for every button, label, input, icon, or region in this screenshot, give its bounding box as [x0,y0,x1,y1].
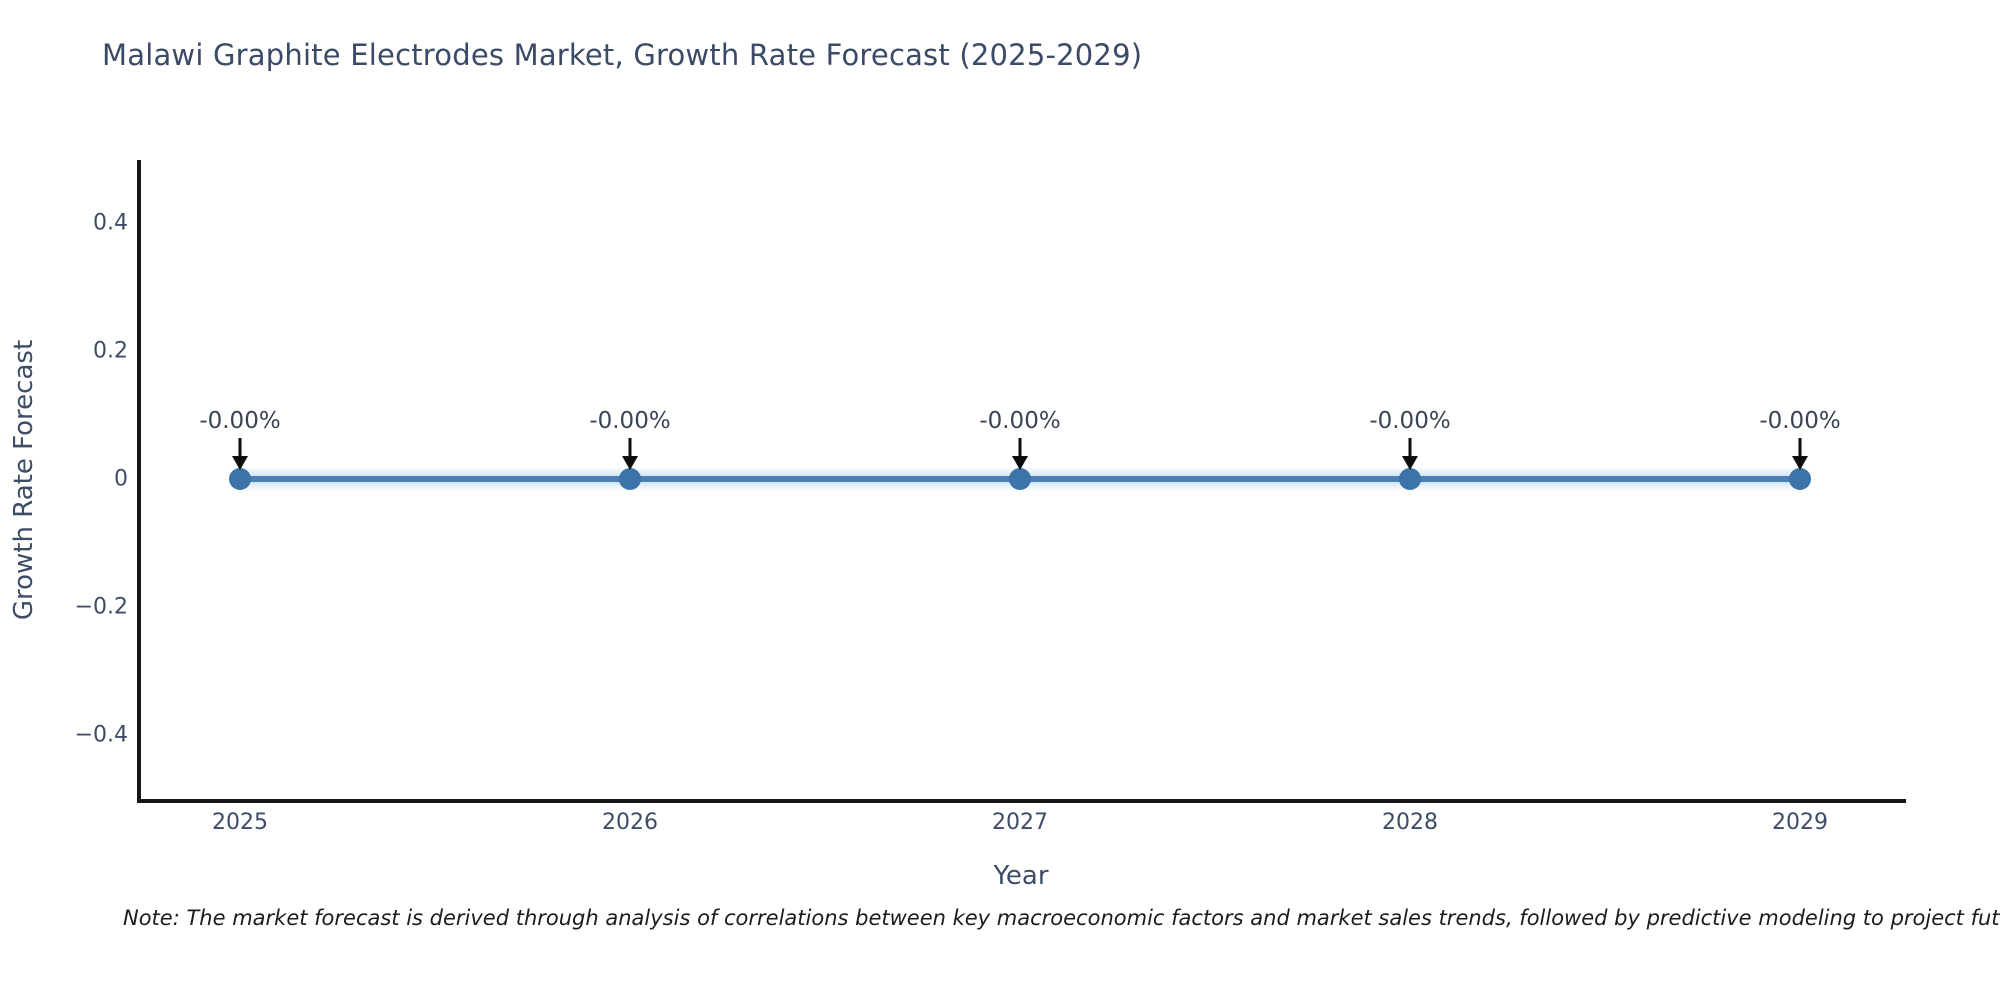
annotation-label: -0.00% [979,408,1061,434]
x-axis-line [137,799,1906,803]
footnote: Note: The market forecast is derived thr… [123,906,2000,930]
x-tick-label: 2027 [992,810,1048,835]
x-tick-label: 2029 [1772,810,1828,835]
annotation-arrow [1798,438,1802,460]
annotation-arrowhead-icon [1792,456,1808,470]
x-tick-label: 2028 [1382,810,1438,835]
data-point-marker [619,468,641,490]
y-axis-line [137,160,141,803]
annotation-arrowhead-icon [232,456,248,470]
annotation-label: -0.00% [1759,408,1841,434]
y-tick-label: −0.2 [74,594,128,620]
data-point-marker [1789,468,1811,490]
annotation-arrow [1408,438,1412,460]
y-tick-label: −0.4 [74,722,128,748]
x-tick-label: 2026 [602,810,658,835]
x-axis-label: Year [993,861,1049,891]
data-point-marker [1009,468,1031,490]
data-point-marker [1399,468,1421,490]
annotation-arrowhead-icon [622,456,638,470]
chart-title: Malawi Graphite Electrodes Market, Growt… [102,38,1143,72]
data-point-marker [229,468,251,490]
annotation-label: -0.00% [199,408,281,434]
annotation-arrow [1018,438,1022,460]
y-tick-label: 0.2 [93,338,128,364]
y-tick-label: 0.4 [93,210,128,236]
annotation-arrow [628,438,632,460]
annotation-arrowhead-icon [1012,456,1028,470]
annotation-arrowhead-icon [1402,456,1418,470]
y-tick-label: 0 [114,466,128,492]
annotation-arrow [238,438,242,460]
x-tick-label: 2025 [212,810,268,835]
annotation-label: -0.00% [1369,408,1451,434]
annotation-label: -0.00% [589,408,671,434]
